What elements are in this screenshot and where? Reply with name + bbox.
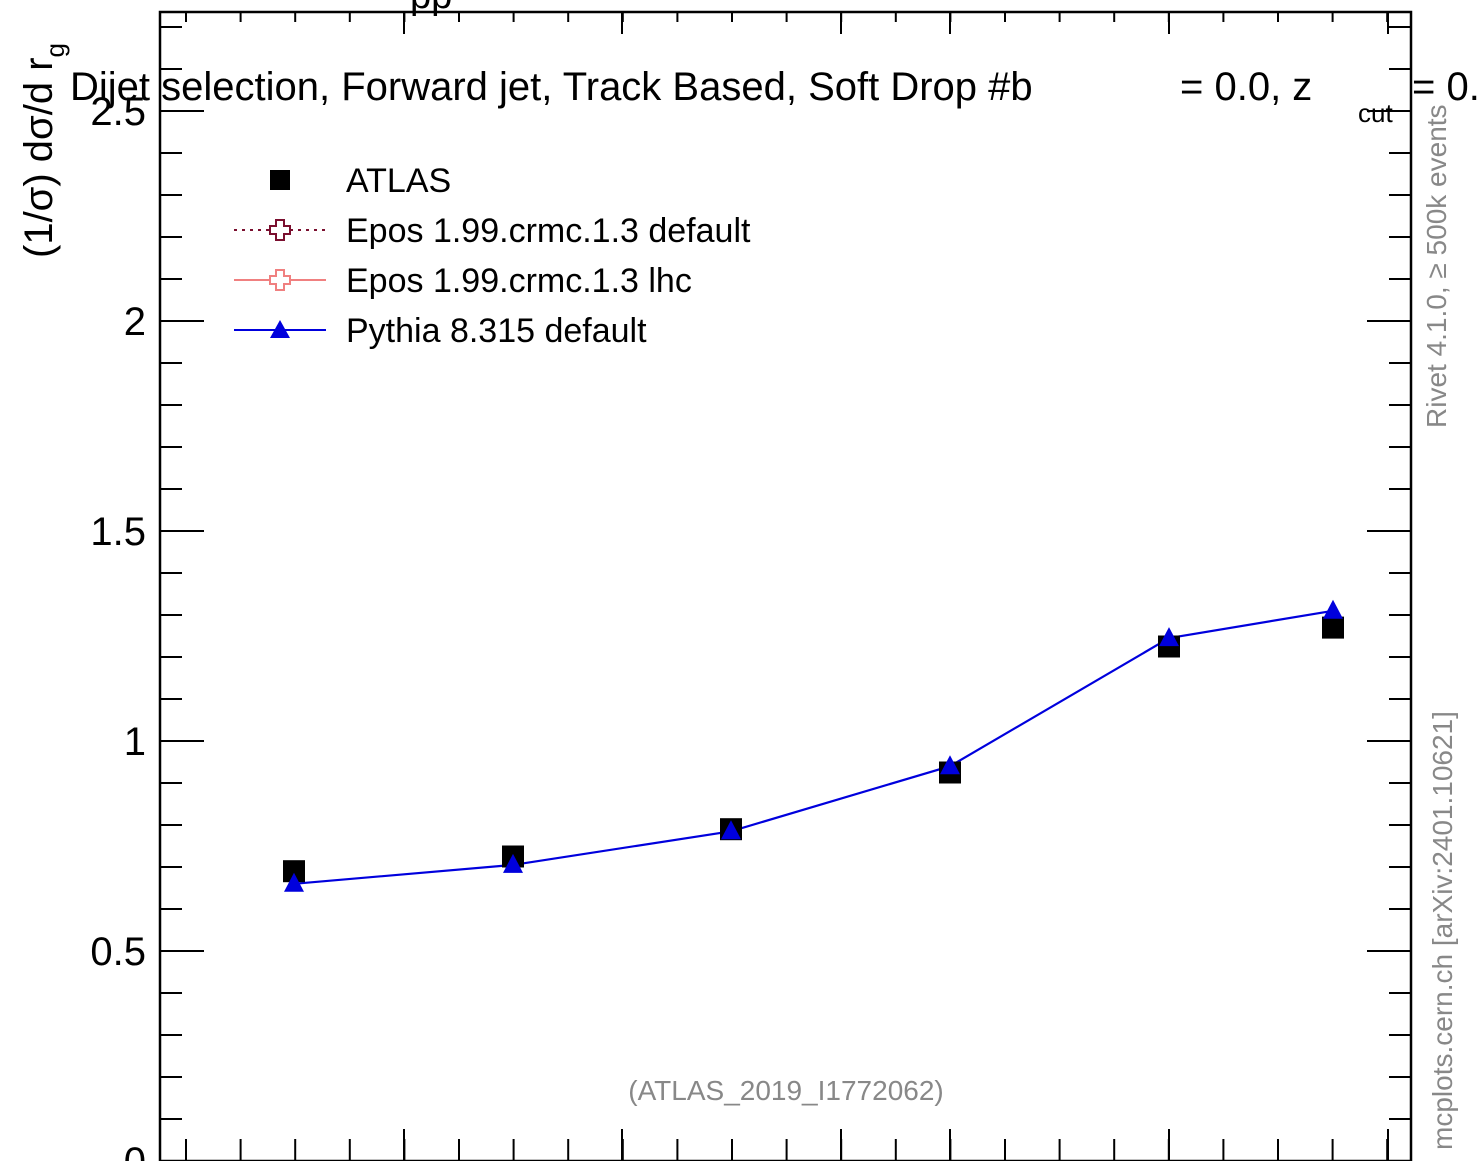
data-point-pythia (721, 820, 741, 840)
legend-marker-atlas (270, 170, 290, 190)
legend-label: Epos 1.99.crmc.1.3 lhc (346, 262, 692, 300)
y-tick-label: 1 (124, 720, 146, 764)
side-label-mcplots: mcplots.cern.ch [arXiv:2401.10621] (1427, 711, 1458, 1150)
series-line-pythia (293, 609, 1334, 885)
side-label-rivet: Rivet 4.1.0, ≥ 500k events (1421, 104, 1452, 428)
data-point-pythia (1323, 599, 1343, 619)
series-lines (293, 609, 1334, 885)
chart-title-tail: = 0. (1412, 65, 1480, 109)
plot-frame (158, 10, 1413, 1161)
y-axis-label-main: (1/σ) dσ/d r (17, 57, 61, 258)
y-axis-label-sub: g (40, 43, 70, 57)
y-tick-label: 0.5 (90, 930, 146, 974)
data-point-pythia (1159, 627, 1179, 647)
data-point-pythia (940, 755, 960, 775)
chart-title-sub: cut (1358, 98, 1393, 128)
legend-marker-pythia (270, 320, 290, 338)
chart-title: Dijet selection, Forward jet, Track Base… (70, 65, 1033, 109)
analysis-annotation: (ATLAS_2019_I1772062) (628, 1075, 944, 1106)
y-tick-label: 2 (124, 300, 146, 344)
legend-marker-cross (269, 269, 291, 291)
y-tick-label: 1.5 (90, 510, 146, 554)
data-point-pythia (284, 872, 304, 892)
legend-label: Epos 1.99.crmc.1.3 default (346, 212, 751, 250)
data-point-atlas (1322, 616, 1344, 639)
legend-label: Pythia 8.315 default (346, 312, 647, 350)
y-axis-label: (1/σ) dσ/d rg (17, 43, 70, 258)
data-point-atlas (283, 860, 305, 883)
legend-marker-cross (269, 219, 291, 241)
y-tick-labels: 0 0.5 1 1.5 2 2.5 (90, 90, 146, 1161)
y-tick-label: 0 (124, 1140, 146, 1161)
y-tick-label: 2.5 (90, 90, 146, 134)
top-fragment: pp (410, 0, 452, 17)
chart-title-beta: = 0.0, z (1180, 65, 1312, 109)
legend-label: ATLAS (346, 162, 451, 200)
axis-ticks (160, 12, 1411, 1161)
series-points (283, 599, 1344, 892)
data-point-pythia (503, 853, 523, 873)
legend: ATLAS Epos 1.99.crmc.1.3 default Epos 1.99… (234, 162, 751, 350)
